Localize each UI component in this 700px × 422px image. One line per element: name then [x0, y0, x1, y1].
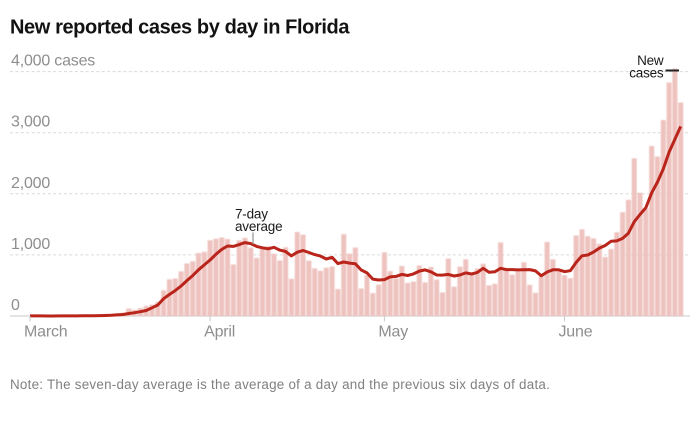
svg-text:Note: The seven-day average is: Note: The seven-day average is the avera… [10, 377, 550, 392]
svg-text:March: March [24, 323, 67, 340]
svg-text:April: April [204, 323, 235, 340]
svg-text:average: average [235, 219, 282, 234]
svg-text:0: 0 [11, 297, 20, 314]
svg-text:cases: cases [629, 66, 664, 81]
svg-text:4,000 cases: 4,000 cases [11, 53, 95, 70]
svg-text:June: June [559, 323, 593, 340]
svg-text:3,000: 3,000 [11, 114, 50, 131]
svg-text:2,000: 2,000 [11, 175, 50, 192]
svg-text:May: May [378, 323, 408, 340]
svg-text:1,000: 1,000 [11, 236, 50, 253]
svg-text:New reported cases by day in F: New reported cases by day in Florida [10, 17, 350, 39]
